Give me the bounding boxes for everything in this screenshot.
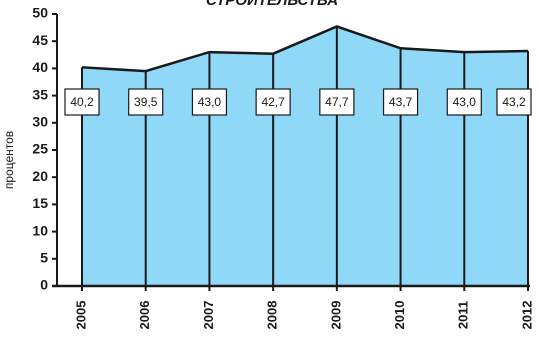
value-label-box [446,88,482,116]
value-label-box [319,88,355,116]
x-tick-label: 2005 [73,301,88,330]
value-label: 39,5 [134,95,158,109]
value-label: 43,7 [389,95,413,109]
y-tick-label: 30 [32,114,48,130]
y-tick-label: 20 [32,168,48,184]
y-tick-label: 0 [40,277,48,293]
y-tick-label: 40 [32,59,48,75]
value-label-box [191,88,228,116]
x-tick-label: 2011 [456,301,471,329]
value-label-box [64,88,100,116]
y-tick-label: 5 [40,250,48,266]
y-tick-label: 15 [32,195,48,211]
value-label-box [496,88,532,116]
value-label: 40,2 [70,95,94,109]
x-tick-label: 2008 [265,301,280,330]
y-tick-label: 35 [32,86,48,102]
y-tick-label: 25 [32,141,48,157]
x-tick-label: 2010 [392,301,407,330]
x-tick-label: 2012 [519,301,534,330]
y-tick-label: 45 [32,32,48,48]
area [82,26,528,287]
chart-title: СТРОИТЕЛЬСТВА [206,0,338,9]
x-tick-label: 2009 [328,301,343,330]
y-axis-label: процентов [2,131,16,189]
value-label-box [382,88,419,116]
value-label-box [128,88,164,116]
y-tick-label: 10 [32,222,48,238]
value-label-box [255,88,291,116]
value-label: 47,7 [325,95,349,109]
value-label: 43,2 [502,95,526,109]
x-tick-label: 2007 [201,301,216,330]
value-label: 43,0 [453,95,477,109]
y-tick-label: 50 [32,5,48,21]
value-label: 42,7 [261,95,285,109]
value-label: 43,0 [198,95,222,109]
x-tick-label: 2006 [137,301,152,330]
line [81,25,529,73]
